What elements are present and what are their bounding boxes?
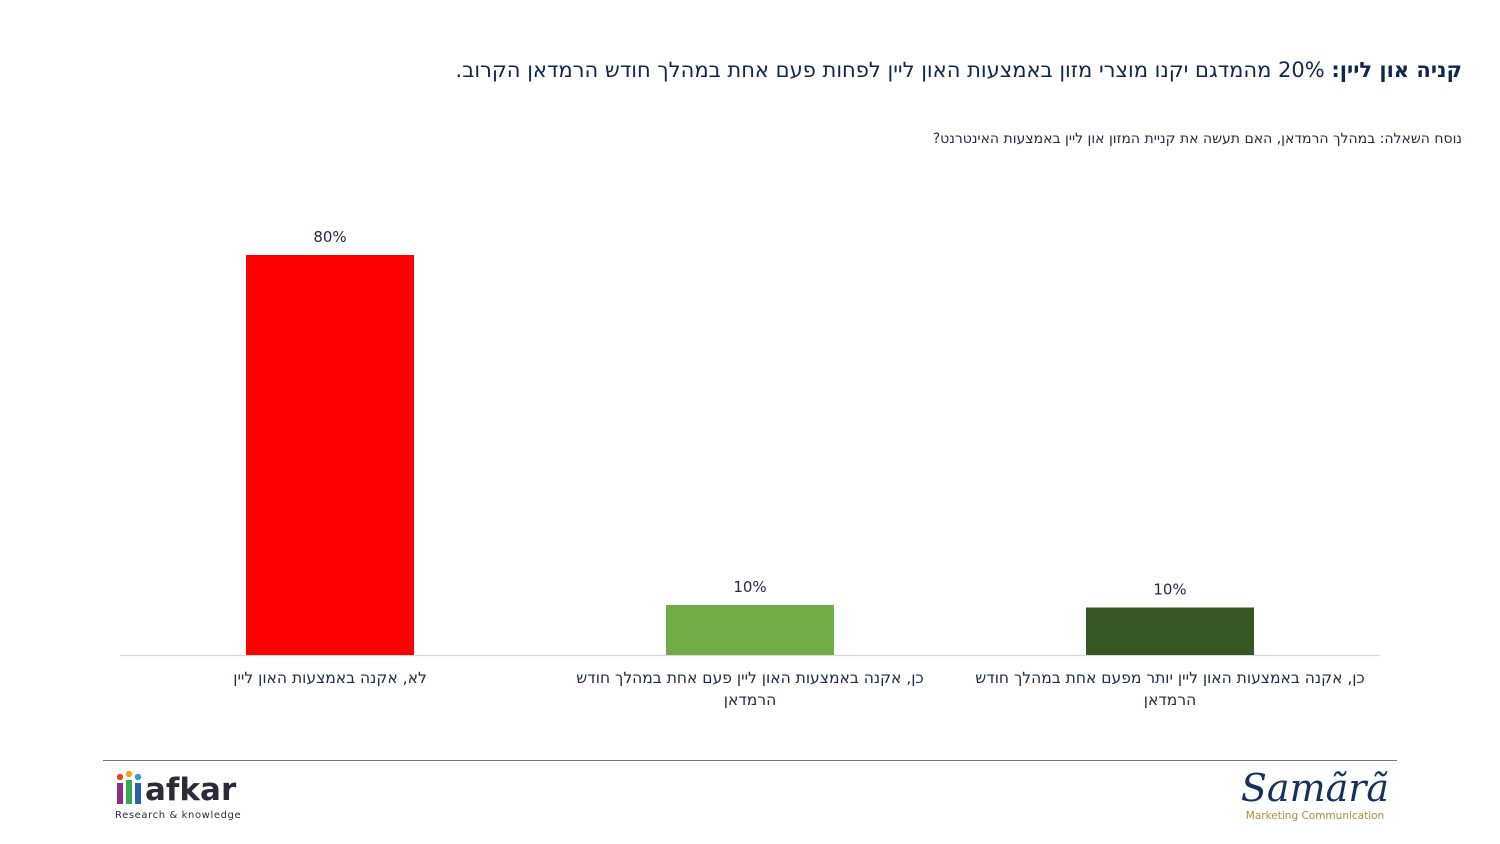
category-label-3: כן, אקנה באמצעות האון ליין יותר מפעם אחת…: [975, 669, 1365, 709]
title-lead: קניה און ליין:: [1331, 58, 1462, 82]
samara-logo: Samãrã Marketing Communication: [1240, 766, 1390, 830]
page-title: קניה און ליין: 20% מהמדגם יקנו מוצרי מזו…: [312, 58, 1462, 82]
samara-wordmark: Samãrã: [1240, 766, 1390, 810]
data-label-3: 10%: [1153, 581, 1186, 599]
data-label-2: 10%: [733, 578, 766, 596]
bar-1: [246, 255, 414, 655]
bar-2: [666, 605, 834, 655]
question-text: נוסח השאלה: במהלך הרמדאן, האם תעשה את קנ…: [932, 131, 1462, 147]
afkar-mark-icon: [116, 770, 142, 804]
category-label-2: כן, אקנה באמצעות האון ליין פעם אחת במהלך…: [576, 669, 924, 709]
bar-3: [1086, 607, 1254, 655]
category-label-1: לא, אקנה באמצעות האון ליין: [233, 669, 427, 687]
samara-tagline: Marketing Communication: [1245, 810, 1385, 822]
afkar-wordmark: afkar: [145, 772, 237, 808]
afkar-logo: afkar Research & knowledge: [113, 768, 253, 828]
data-label-1: 80%: [313, 228, 346, 246]
afkar-tagline: Research & knowledge: [115, 810, 242, 821]
title-text: 20% מהמדגם יקנו מוצרי מזון באמצעות האון …: [455, 58, 1332, 82]
footer-divider: [103, 760, 1397, 761]
